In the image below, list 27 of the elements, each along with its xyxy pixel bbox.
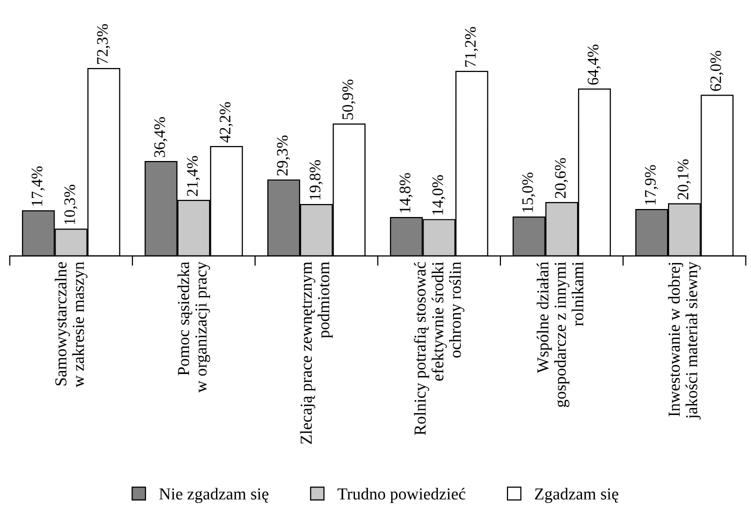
data-label: 50,9% — [342, 80, 356, 120]
x-tick-label: Wspólne działań gospodarcze z innymi rolnikami — [536, 262, 584, 408]
data-label: 64,4% — [588, 44, 601, 85]
legend-label: Trudno powiedzieć — [338, 488, 466, 503]
legend-label: Zgadzam się — [534, 488, 618, 503]
data-label: 29,3% — [276, 136, 290, 176]
data-label: 10,3% — [64, 184, 78, 224]
data-label: 36,4% — [154, 117, 168, 158]
legend-label: Nie zgadzam się — [159, 488, 268, 503]
data-label: 42,2% — [220, 102, 233, 143]
data-label: 14,0% — [432, 175, 446, 214]
x-tick-label: Pomoc sąsiedzka w organizacji pracy — [177, 262, 210, 393]
data-label: 21,4% — [186, 156, 200, 196]
data-label: 17,9% — [644, 165, 658, 204]
x-tick-label: Zlecają prace zewnętrznym podmiotom — [300, 262, 333, 444]
x-tick-label: Samowystarczalne w zakresie maszyn — [54, 262, 88, 388]
x-tick-label: Rolnicy potrafią stosować efektywnie środki ochrony roślin — [414, 262, 464, 436]
data-label: 14,8% — [400, 173, 413, 212]
data-label: 20,6% — [554, 158, 568, 198]
data-label: 71,2% — [465, 27, 478, 67]
data-label: 15,0% — [522, 172, 536, 212]
data-label: 62,0% — [710, 50, 724, 91]
x-tick-label: Inwestowanie w dobrej jakości materiał siewny — [668, 262, 701, 420]
data-label: 19,8% — [310, 160, 323, 200]
data-label: 72,3% — [97, 24, 110, 64]
data-label: 17,4% — [32, 166, 45, 206]
data-label: 20,1% — [678, 159, 691, 200]
